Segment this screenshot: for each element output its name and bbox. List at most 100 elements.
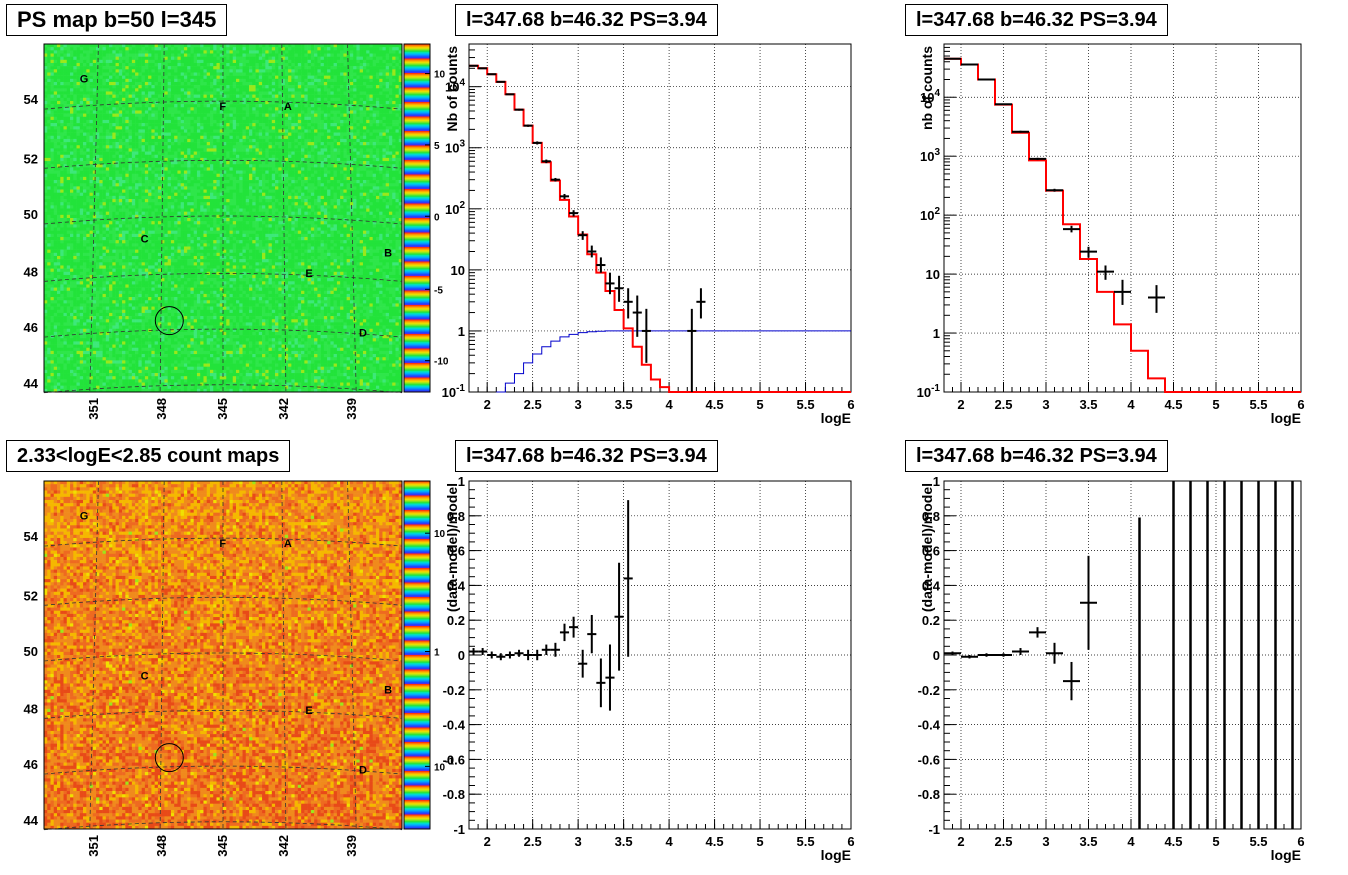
map-pixel xyxy=(76,142,81,146)
map-pixel xyxy=(190,126,194,130)
map-pixel xyxy=(83,224,87,228)
map-pixel xyxy=(190,151,194,156)
map-pixel xyxy=(50,363,55,367)
map-pixel xyxy=(190,97,194,102)
map-pixel xyxy=(53,290,58,295)
map-pixel xyxy=(109,293,113,298)
map-pixel xyxy=(79,208,84,212)
map-pixel xyxy=(154,145,159,149)
map-pixel xyxy=(53,255,58,260)
map-pixel xyxy=(157,142,162,146)
map-pixel xyxy=(66,227,71,231)
map-pixel xyxy=(86,278,90,282)
map-pixel xyxy=(70,180,74,184)
map-pixel xyxy=(131,278,136,282)
map-pixel xyxy=(47,306,51,311)
map-pixel xyxy=(66,385,71,390)
map-pixel xyxy=(141,230,146,235)
map-pixel xyxy=(83,252,87,257)
map-pixel xyxy=(60,126,64,130)
map-pixel xyxy=(44,123,48,127)
map-pixel xyxy=(79,69,84,73)
map-pixel xyxy=(135,214,139,219)
map-pixel xyxy=(170,236,175,241)
map-pixel xyxy=(109,300,113,304)
map-pixel xyxy=(70,262,74,266)
map-pixel xyxy=(125,176,129,181)
map-pixel xyxy=(66,262,71,266)
map-pixel xyxy=(73,167,77,171)
map-pixel xyxy=(66,107,71,111)
map-pixel xyxy=(79,186,84,190)
map-pixel xyxy=(144,186,149,190)
map-pixel xyxy=(76,59,81,64)
map-pixel xyxy=(47,290,51,295)
map-pixel xyxy=(167,328,172,333)
map-pixel xyxy=(112,316,116,320)
map-pixel xyxy=(167,303,172,307)
map-pixel xyxy=(174,208,178,212)
map-pixel xyxy=(47,170,51,175)
map-pixel xyxy=(44,161,48,165)
map-pixel xyxy=(170,363,175,367)
map-pixel xyxy=(174,360,178,364)
map-pixel xyxy=(99,268,103,273)
map-pixel xyxy=(63,385,68,390)
map-pixel xyxy=(47,176,51,181)
map-pixel xyxy=(60,164,64,168)
map-pixel xyxy=(89,252,94,257)
map-pixel xyxy=(151,126,155,130)
map-pixel xyxy=(131,290,136,295)
map-pixel xyxy=(89,227,94,231)
map-pixel xyxy=(99,221,103,225)
map-pixel xyxy=(122,164,126,168)
map-pixel xyxy=(157,85,162,89)
map-pixel xyxy=(151,142,155,146)
map-pixel xyxy=(83,284,87,288)
map-pixel xyxy=(131,205,136,209)
map-pixel xyxy=(89,59,94,64)
map-pixel xyxy=(96,357,100,361)
map-pixel xyxy=(157,214,162,219)
map-pixel xyxy=(141,81,146,86)
map-pixel xyxy=(125,243,129,247)
map-pixel xyxy=(131,75,136,80)
map-pixel xyxy=(109,268,113,273)
map-pixel xyxy=(105,281,110,285)
map-pixel xyxy=(148,183,152,187)
map-pixel xyxy=(47,369,51,374)
map-pixel xyxy=(131,132,136,137)
map-pixel xyxy=(66,138,71,143)
map-pixel xyxy=(50,195,55,200)
map-pixel xyxy=(105,246,110,250)
map-pixel xyxy=(57,176,61,181)
map-pixel xyxy=(83,81,87,86)
map-pixel xyxy=(89,186,94,190)
map-pixel xyxy=(187,189,191,193)
map-pixel xyxy=(60,354,64,358)
map-pixel xyxy=(154,300,159,304)
map-pixel xyxy=(151,107,155,111)
map-pixel xyxy=(76,66,81,70)
map-pixel xyxy=(131,88,136,92)
map-pixel xyxy=(109,344,113,349)
map-pixel xyxy=(177,56,181,61)
map-pixel xyxy=(151,116,155,121)
map-pixel xyxy=(187,221,191,225)
map-pixel xyxy=(92,262,97,266)
map-pixel xyxy=(79,221,84,225)
map-pixel xyxy=(183,176,188,181)
map-pixel xyxy=(138,180,142,184)
map-pixel xyxy=(66,357,71,361)
map-pixel xyxy=(187,199,191,203)
map-pixel xyxy=(96,319,100,323)
map-pixel xyxy=(167,331,172,336)
map-pixel xyxy=(66,369,71,374)
map-pixel xyxy=(131,255,136,260)
map-pixel xyxy=(102,287,107,292)
map-pixel xyxy=(187,347,191,352)
map-pixel xyxy=(148,208,152,212)
map-pixel xyxy=(174,328,178,333)
map-pixel xyxy=(187,94,191,99)
